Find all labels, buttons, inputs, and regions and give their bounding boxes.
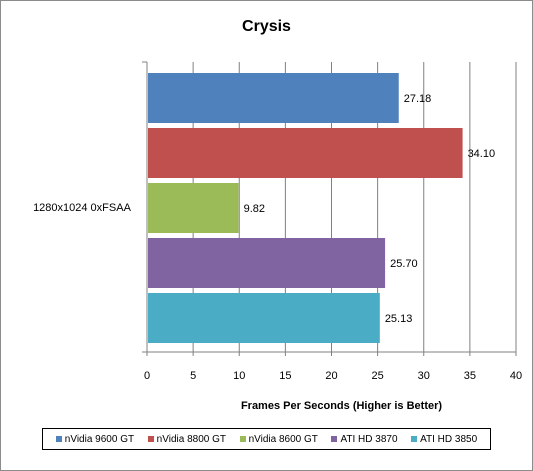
bar xyxy=(148,238,386,288)
y-category-label: 1280x1024 0xFSAA xyxy=(33,202,132,214)
x-tick-label: 0 xyxy=(144,370,150,382)
chart-legend: nVidia 9600 GT nVidia 8800 GT nVidia 8600 … xyxy=(42,428,491,450)
chart-title: Crysis xyxy=(242,18,291,35)
bar xyxy=(148,293,380,343)
legend-entry: nVidia 8800 GT xyxy=(147,433,226,445)
legend-swatch xyxy=(147,436,154,442)
x-tick-label: 15 xyxy=(279,370,291,382)
legend-label: nVidia 9600 GT xyxy=(64,433,135,445)
x-tick-label: 35 xyxy=(464,370,476,382)
legend-entry: ATI HD 3850 xyxy=(411,434,477,445)
bar xyxy=(148,73,399,123)
legend-swatch xyxy=(411,436,418,442)
legend-entry: nVidia 9600 GT xyxy=(55,433,135,445)
data-label: 27.18 xyxy=(404,93,432,105)
data-label: 25.70 xyxy=(390,258,418,270)
legend-entry: nVidia 8600 GT xyxy=(239,433,318,445)
x-tick-label: 10 xyxy=(233,370,245,382)
legend-swatch xyxy=(239,436,246,442)
bar xyxy=(148,183,239,233)
legend-swatch xyxy=(331,436,338,442)
legend-label: ATI HD 3850 xyxy=(420,433,478,445)
legend-swatch xyxy=(55,436,62,442)
bar xyxy=(148,128,463,178)
x-axis-title: Frames Per Seconds (Higher is Better) xyxy=(241,400,442,412)
data-label: 34.10 xyxy=(468,148,496,160)
legend-label: ATI HD 3870 xyxy=(340,433,398,445)
x-tick-label: 20 xyxy=(325,370,337,382)
legend-entry: ATI HD 3870 xyxy=(331,433,398,445)
legend-label: nVidia 8600 GT xyxy=(248,433,318,445)
x-tick-label: 25 xyxy=(372,370,384,382)
legend-label: nVidia 8800 GT xyxy=(156,433,226,445)
x-tick-label: 30 xyxy=(418,370,430,382)
x-tick-label: 40 xyxy=(510,370,522,382)
x-tick-label: 5 xyxy=(190,370,196,382)
data-label: 9.82 xyxy=(244,203,265,215)
data-label: 25.13 xyxy=(385,313,413,325)
